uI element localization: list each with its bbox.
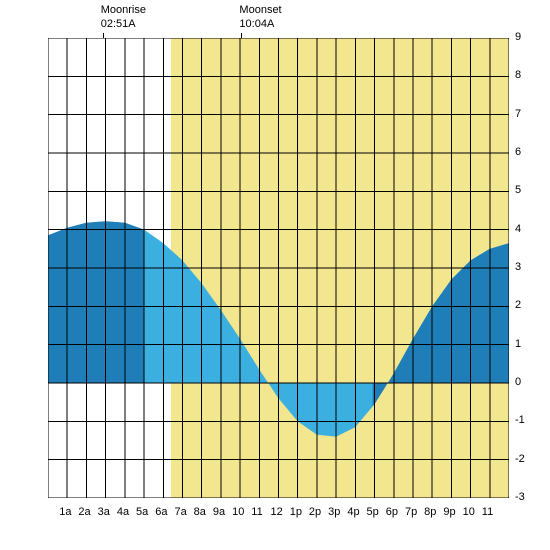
x-tick-label: 5a xyxy=(136,506,148,518)
y-tick-label: 0 xyxy=(515,376,521,388)
y-tick-label: 2 xyxy=(515,299,521,311)
annotation-moonset: Moonset10:04A xyxy=(239,4,281,32)
y-tick-label: 6 xyxy=(515,146,521,158)
y-tick-label: 7 xyxy=(515,108,521,120)
plot-svg xyxy=(48,38,509,498)
x-tick-label: 6p xyxy=(386,506,398,518)
y-tick-label: 1 xyxy=(515,338,521,350)
x-tick-label: 7p xyxy=(405,506,417,518)
x-tick-label: 8p xyxy=(424,506,436,518)
plot-area xyxy=(48,38,509,498)
y-tick-label: -3 xyxy=(515,491,525,503)
x-tick-label: 4p xyxy=(347,506,359,518)
x-tick-label: 3a xyxy=(98,506,110,518)
annotation-moonrise: Moonrise02:51A xyxy=(101,4,146,32)
x-tick-label: 11 xyxy=(482,506,493,518)
annotation-time: 10:04A xyxy=(239,18,281,32)
x-tick-label: 5p xyxy=(367,506,379,518)
x-tick-label: 2a xyxy=(78,506,90,518)
annotation-tick xyxy=(241,33,242,38)
x-tick-label: 2p xyxy=(309,506,321,518)
y-tick-label: 4 xyxy=(515,223,521,235)
y-tick-label: 9 xyxy=(515,31,521,43)
y-tick-label: -2 xyxy=(515,453,525,465)
annotation-tick xyxy=(103,33,104,38)
annotation-title: Moonrise xyxy=(101,4,146,18)
x-tick-label: 11 xyxy=(251,506,262,518)
x-tick-label: 10 xyxy=(463,506,475,518)
y-tick-label: -1 xyxy=(515,414,525,426)
tide-chart: -3-2-101234567891a2a3a4a5a6a7a8a9a101112… xyxy=(0,0,550,550)
x-tick-label: 9p xyxy=(443,506,455,518)
x-tick-label: 3p xyxy=(328,506,340,518)
x-tick-label: 9a xyxy=(213,506,225,518)
y-tick-label: 5 xyxy=(515,184,521,196)
x-tick-label: 4a xyxy=(117,506,129,518)
y-tick-label: 8 xyxy=(515,69,521,81)
x-tick-label: 7a xyxy=(174,506,186,518)
x-tick-label: 8a xyxy=(194,506,206,518)
annotation-title: Moonset xyxy=(239,4,281,18)
x-tick-label: 1p xyxy=(290,506,302,518)
x-tick-label: 6a xyxy=(155,506,167,518)
x-tick-label: 12 xyxy=(271,506,283,518)
annotation-time: 02:51A xyxy=(101,18,146,32)
x-tick-label: 1a xyxy=(59,506,71,518)
x-tick-label: 10 xyxy=(232,506,244,518)
y-tick-label: 3 xyxy=(515,261,521,273)
